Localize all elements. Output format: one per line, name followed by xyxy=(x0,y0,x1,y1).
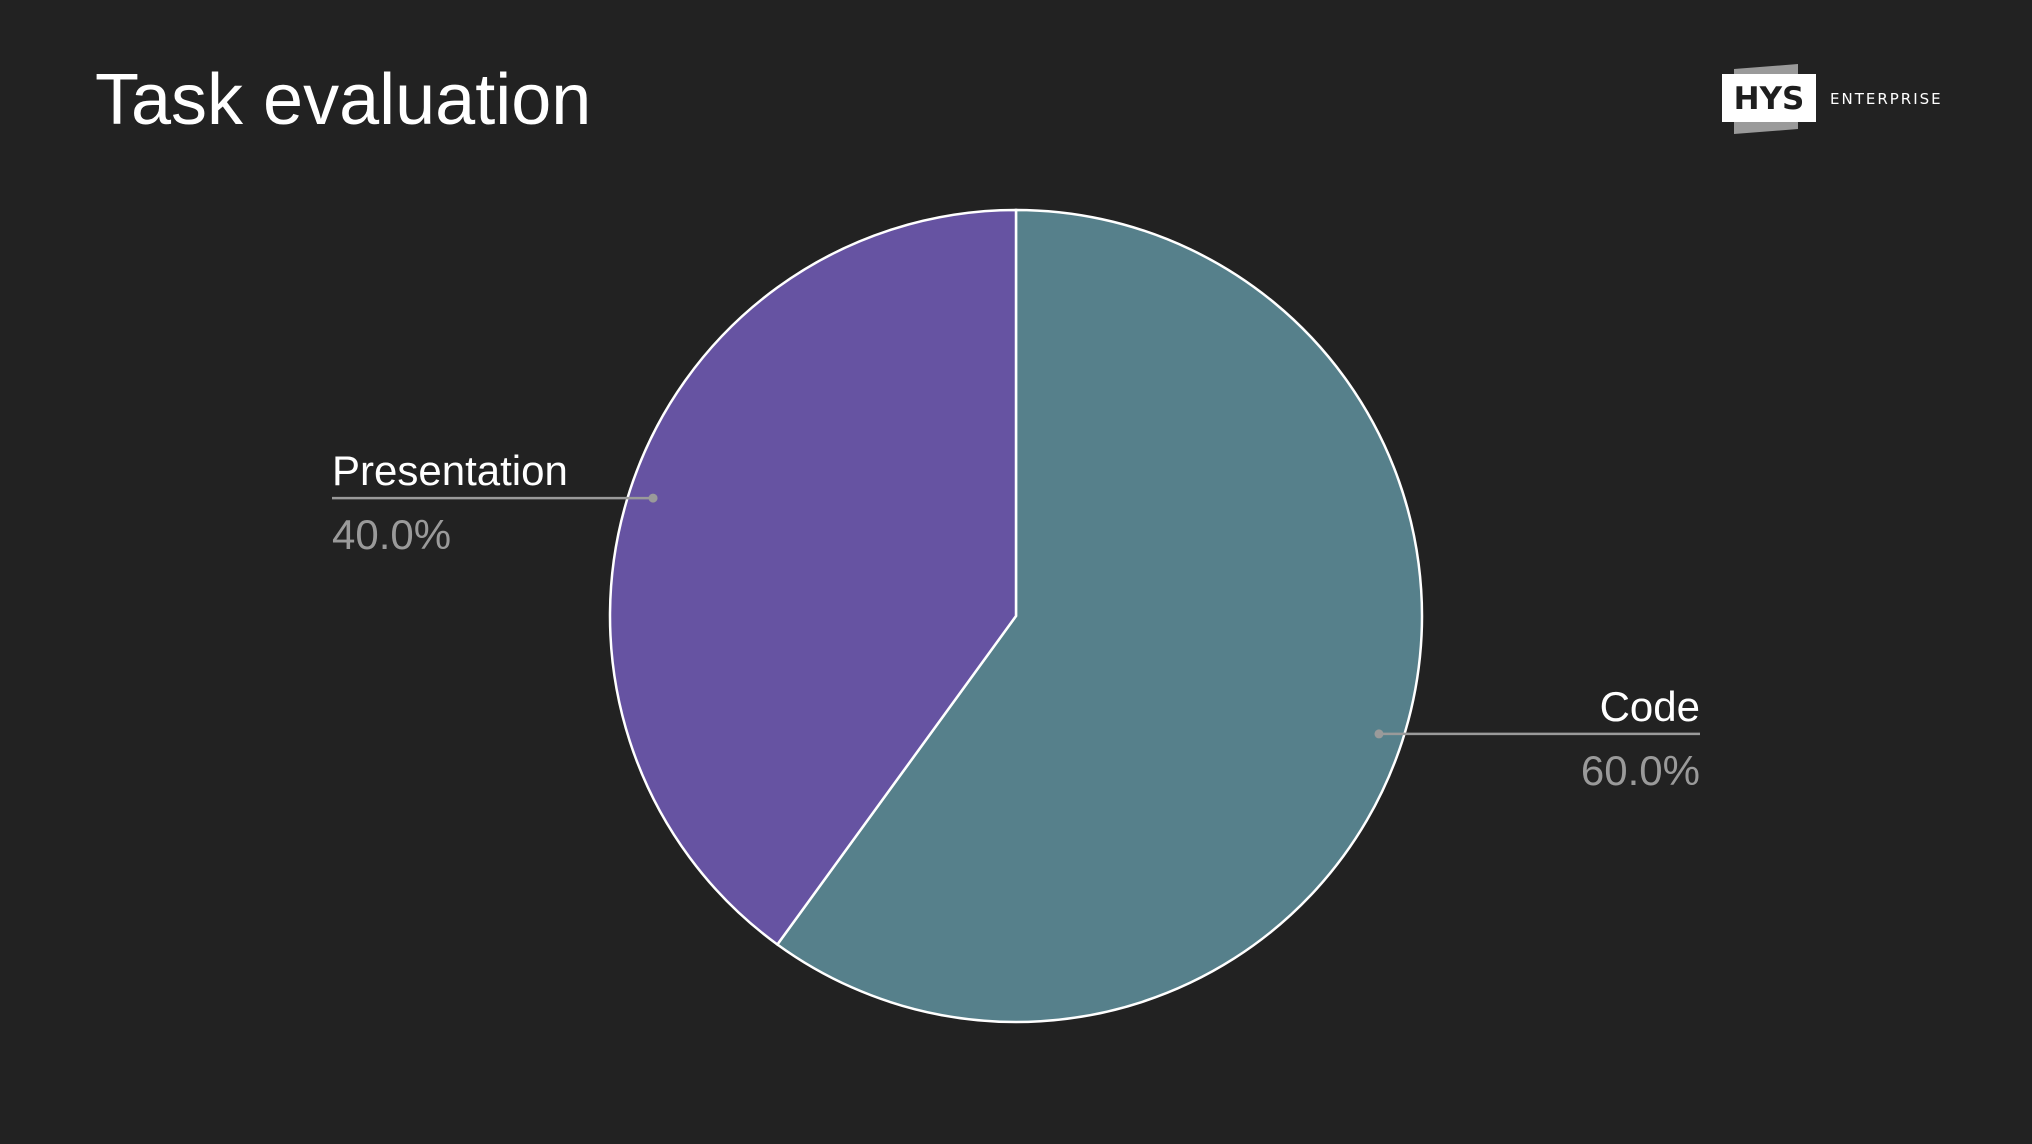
leader-dot-code xyxy=(1374,729,1384,739)
hys-logo-icon: HYS xyxy=(1722,62,1816,138)
logo-text: ENTERPRISE xyxy=(1830,90,1943,108)
slice-label-code: Code xyxy=(1600,683,1700,730)
slice-value-presentation: 40.0% xyxy=(332,511,451,558)
pie-slice-presentation xyxy=(608,208,1018,947)
slice-label-presentation: Presentation xyxy=(332,447,568,494)
page-title: Task evaluation xyxy=(95,60,592,140)
pie-slice-code xyxy=(775,208,1424,1024)
slice-value-code: 60.0% xyxy=(1581,747,1700,794)
leader-dot-presentation xyxy=(648,493,658,503)
brand-logo: HYS ENTERPRISE xyxy=(1722,62,1948,138)
logo-mark-text: HYS xyxy=(1734,81,1805,117)
